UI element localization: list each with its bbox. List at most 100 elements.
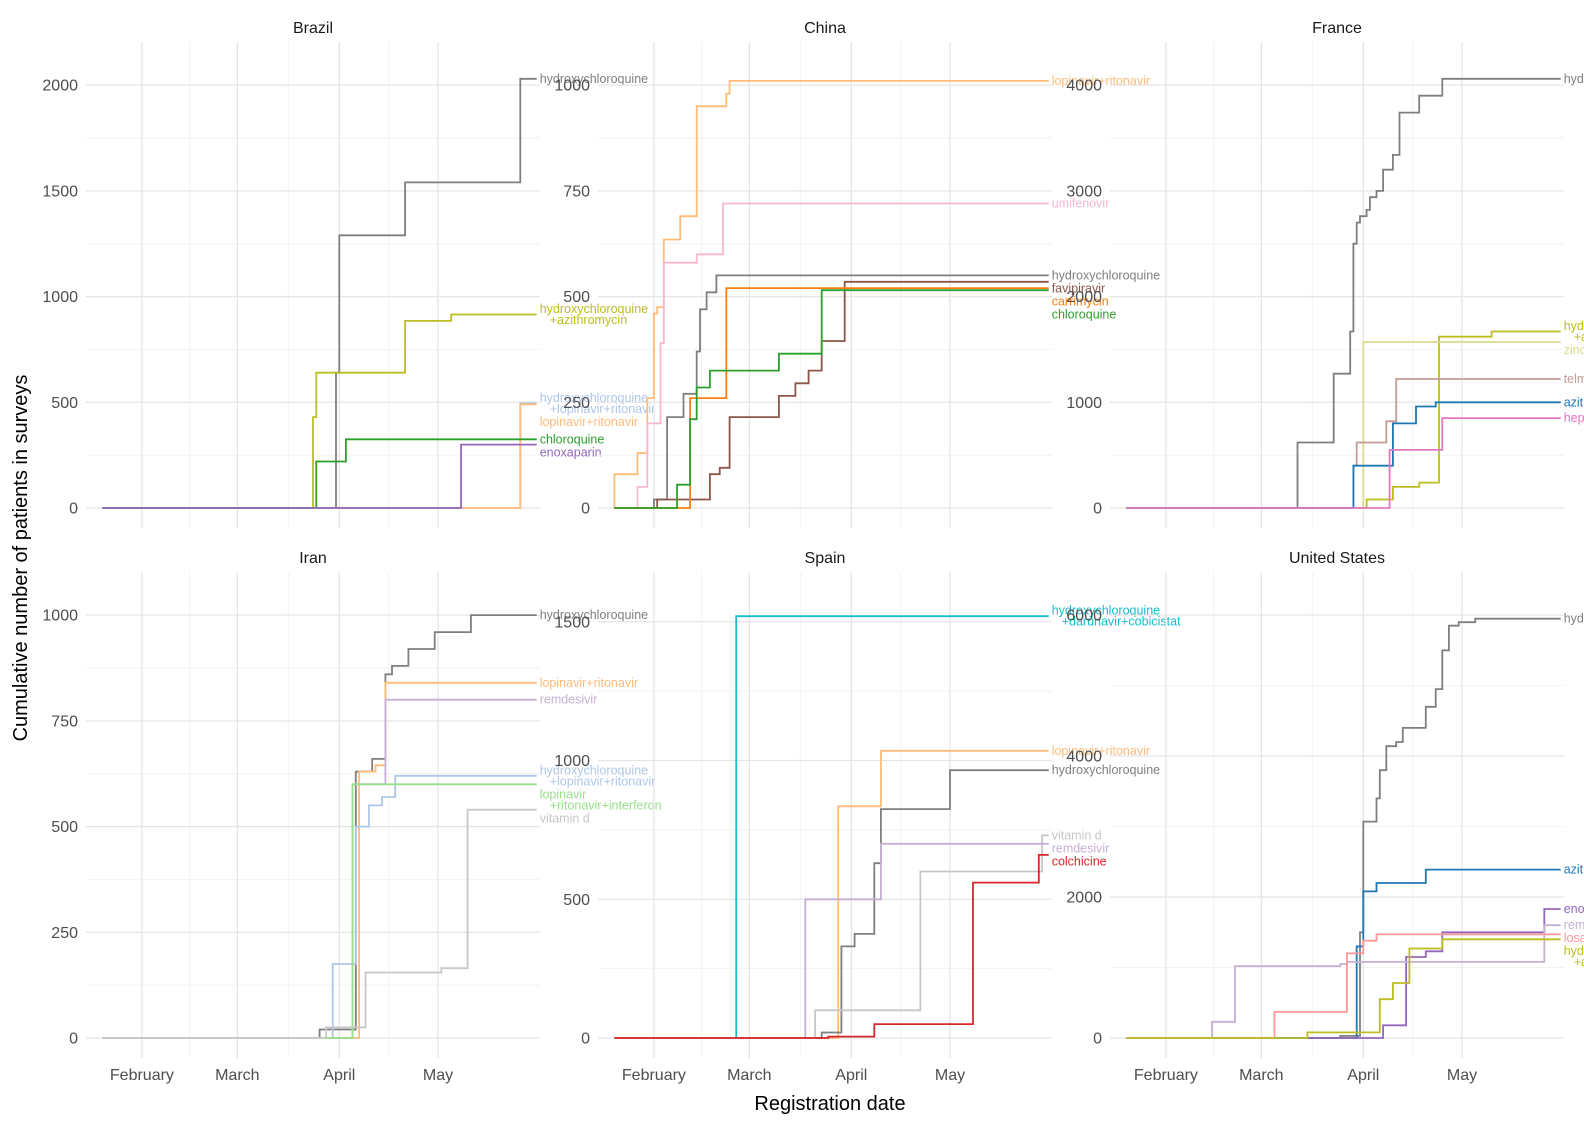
series-line-heparin — [1126, 417, 1561, 509]
series-label: remdesivir — [1564, 918, 1584, 932]
series-line-hydroxychloroquine — [614, 769, 1049, 1039]
series-label: remdesivir — [540, 693, 598, 707]
y-tick-label: 2000 — [1066, 289, 1102, 306]
series-line-lopinavir-ritonavir — [102, 681, 537, 1039]
x-tick-label: April — [323, 1067, 355, 1084]
series-label: hydroxychloroquine — [1564, 72, 1584, 86]
y-tick-label: 750 — [51, 713, 78, 730]
series-label: hydroxychloroquine — [540, 391, 648, 405]
panel-iran: 0 250 500 750 1000 February March April May Iran h… — [42, 550, 661, 1084]
y-tick-label: 0 — [69, 1031, 78, 1048]
series-line-vitamin-d — [102, 808, 537, 1039]
series-label: +darunavir+cobicistat — [1062, 615, 1181, 629]
series-line-umifenovir — [614, 202, 1049, 509]
series-line-enoxaparin — [1126, 908, 1561, 1039]
series-line-azithromycin — [1126, 401, 1561, 509]
series-label: umifenovir — [1052, 197, 1110, 211]
x-tick-label: March — [215, 1067, 259, 1084]
series-label: hydroxychloroquine — [1564, 944, 1584, 958]
series-label: lopinavir+ritonavir — [540, 676, 638, 690]
series-line-losartan — [1126, 933, 1561, 1039]
series-label: colchicine — [1052, 854, 1107, 868]
panel-china: 0 250 500 750 1000 China lopinavir+ritonavir um… — [554, 20, 1160, 528]
panel-title: United States — [1289, 550, 1385, 567]
y-tick-label: 4000 — [1066, 749, 1102, 766]
y-tick-label: 1000 — [42, 289, 78, 306]
panel-title: France — [1312, 20, 1362, 37]
series-label: azithromycin — [1564, 863, 1584, 877]
x-tick-label: April — [1347, 1067, 1379, 1084]
series-label: +ritonavir+interferon — [550, 798, 662, 812]
series-line-lopinavir-ritonavir-interferon — [102, 783, 537, 1039]
series-label: chloroquine — [540, 432, 605, 446]
series-line-chloroquine — [614, 289, 1049, 509]
x-tick-label: February — [622, 1067, 686, 1084]
y-tick-label: 1000 — [1066, 395, 1102, 412]
series-label: telmisartan — [1564, 372, 1584, 386]
series-line-hydroxychloroquine-darunavir-cobicistat — [614, 615, 1049, 1039]
series-line-hydroxychloroquine — [1126, 77, 1561, 509]
y-tick-label: 1500 — [554, 614, 590, 631]
x-tick-label: March — [727, 1067, 771, 1084]
series-line-lopinavir-ritonavir — [613, 80, 1049, 508]
series-label: heparin — [1564, 411, 1584, 425]
panel-spain: 0 500 1000 1500 February March April May Spain hy… — [554, 550, 1181, 1084]
series-line-vitamin-d — [614, 834, 1049, 1039]
y-tick-label: 1000 — [42, 608, 78, 625]
series-line-remdesivir — [614, 842, 1049, 1039]
panel-title: Spain — [805, 550, 846, 567]
series-line-enoxaparin — [102, 443, 537, 509]
y-tick-label: 0 — [69, 501, 78, 518]
series-line-colchicine — [614, 854, 1049, 1039]
y-tick-label: 0 — [581, 501, 590, 518]
panel-france: 0 1000 2000 3000 4000 France hydroxychloroquin… — [1066, 20, 1584, 528]
x-tick-label: February — [1134, 1067, 1198, 1084]
series-label: vitamin d — [1052, 828, 1102, 842]
x-tick-label: March — [1239, 1067, 1283, 1084]
panel-title: Iran — [299, 550, 327, 567]
series-line-hydroxychloroquine-azithromycin — [1126, 330, 1561, 509]
y-tick-label: 3000 — [1066, 183, 1102, 200]
panel-title: Brazil — [293, 20, 333, 37]
series-label: azithromycin — [1564, 395, 1584, 409]
series-line-azithromycin — [1126, 868, 1561, 1039]
y-tick-label: 4000 — [1066, 78, 1102, 95]
y-tick-label: 500 — [51, 395, 78, 412]
series-line-lopinavir-ritonavir — [102, 403, 537, 509]
x-tick-label: February — [110, 1067, 174, 1084]
y-tick-label: 0 — [1093, 1031, 1102, 1048]
series-label: hydroxychloroquine — [1564, 319, 1584, 333]
y-tick-label: 6000 — [1066, 608, 1102, 625]
series-label: lopinavir+ritonavir — [540, 415, 638, 429]
series-label: +azithromycin — [1574, 955, 1584, 969]
y-tick-label: 0 — [1093, 501, 1102, 518]
series-label: favipiravir — [1052, 281, 1106, 295]
series-label: lopinavir+ritonavir — [1052, 74, 1150, 88]
series-label: hydroxychloroquine — [1052, 604, 1160, 618]
y-axis-title: Cumulative number of patients in surveys — [10, 375, 32, 742]
series-line-telmisartan — [1126, 378, 1561, 509]
y-tick-label: 1000 — [554, 753, 590, 770]
y-tick-label: 250 — [563, 395, 590, 412]
series-line-remdesivir — [102, 698, 537, 1039]
y-tick-label: 500 — [563, 289, 590, 306]
y-tick-label: 0 — [581, 1031, 590, 1048]
series-label: hydroxychloroquine — [540, 302, 648, 316]
series-label: +lopinavir+ritonavir — [550, 774, 656, 788]
series-line-carrimycin — [614, 287, 1049, 509]
x-tick-label: May — [423, 1067, 453, 1084]
series-label: enoxaparin — [540, 445, 602, 459]
x-tick-label: April — [835, 1067, 867, 1084]
y-tick-label: 1000 — [554, 78, 590, 95]
series-label: hydroxychloroquine — [540, 763, 648, 777]
panel-title: China — [804, 20, 846, 37]
series-line-favipiravir — [614, 280, 1049, 509]
y-tick-label: 2000 — [1066, 890, 1102, 907]
series-label: +azithromycin — [550, 313, 628, 327]
series-line-hydroxychloroquine-lopinavir-ritonavir — [102, 774, 537, 1039]
series-label: enoxaparin — [1564, 902, 1584, 916]
panel-united-states: 0 2000 4000 6000 February March April May United… — [1066, 550, 1584, 1084]
series-label: lopinavir — [540, 787, 587, 801]
y-tick-label: 750 — [563, 183, 590, 200]
